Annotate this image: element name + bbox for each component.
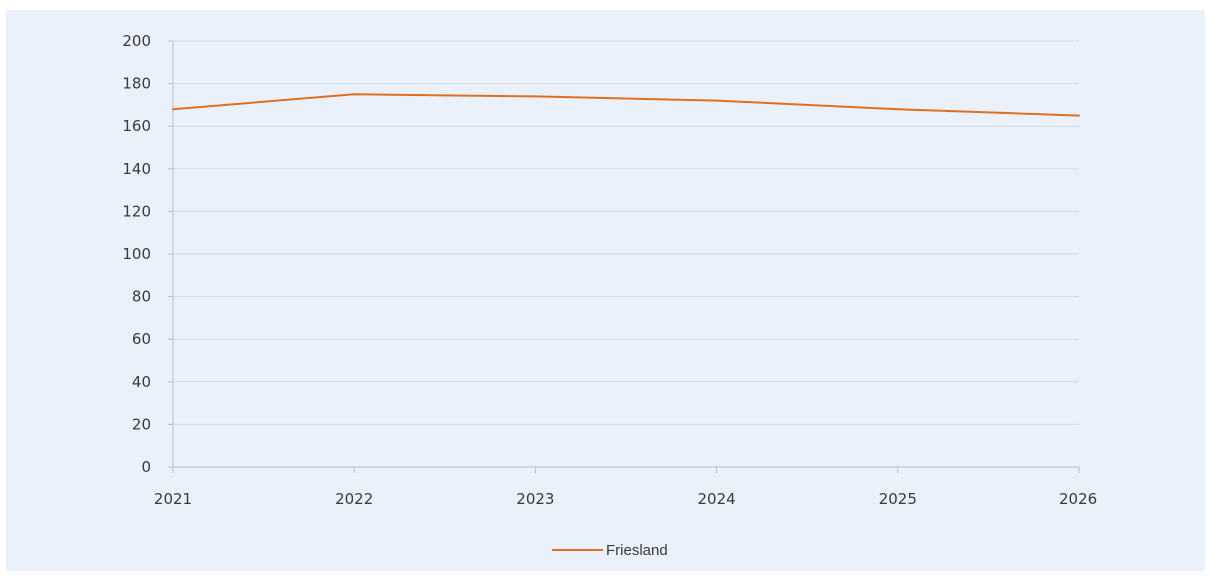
y-tick-label-20: 20 <box>132 415 151 433</box>
y-tick-label-120: 120 <box>122 202 151 220</box>
series-line-friesland <box>172 93 1080 117</box>
x-tick-label-2023: 2023 <box>516 490 554 508</box>
legend-label-friesland: Friesland <box>606 542 668 559</box>
y-tick-label-0: 0 <box>141 458 151 476</box>
chart-panel <box>6 10 1205 571</box>
y-tick-label-80: 80 <box>132 288 151 306</box>
y-tick-label-60: 60 <box>132 330 151 348</box>
y-tick-label-100: 100 <box>122 245 151 263</box>
y-tick-labels: 0 20 40 60 80 100 120 140 160 180 200 <box>122 32 151 476</box>
legend: Friesland <box>552 542 668 559</box>
y-tick-label-140: 140 <box>122 160 151 178</box>
y-tick-label-160: 160 <box>122 117 151 135</box>
x-tick-label-2021: 2021 <box>154 490 192 508</box>
x-tick-label-2025: 2025 <box>879 490 917 508</box>
gridlines <box>173 40 1079 425</box>
y-tick-label-180: 180 <box>122 75 151 93</box>
y-tick-label-40: 40 <box>132 373 151 391</box>
x-tick-label-2024: 2024 <box>698 490 736 508</box>
x-tick-label-2022: 2022 <box>335 490 373 508</box>
axes <box>168 40 1080 473</box>
x-tick-label-2026: 2026 <box>1059 490 1097 508</box>
series-lines <box>172 93 1080 117</box>
y-tick-label-200: 200 <box>122 32 151 50</box>
x-tick-labels: 2021 2022 2023 2024 2025 2026 <box>154 490 1097 508</box>
